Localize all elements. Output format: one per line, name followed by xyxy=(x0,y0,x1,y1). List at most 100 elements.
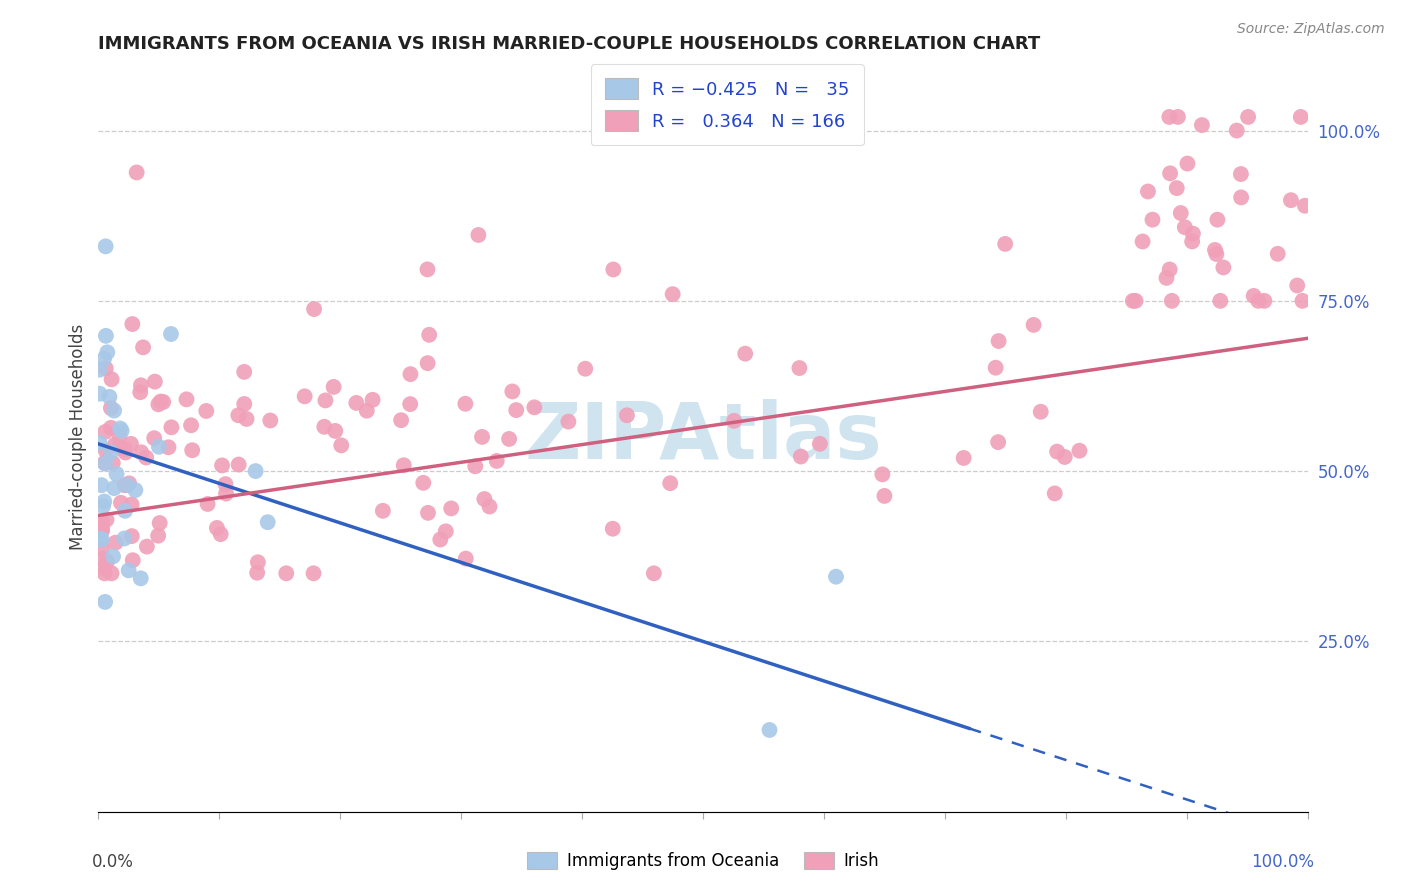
Point xyxy=(91,524,114,538)
Point xyxy=(114,478,136,492)
Point xyxy=(135,450,157,465)
Point xyxy=(873,489,896,503)
Point xyxy=(96,555,118,569)
Point xyxy=(987,334,1010,348)
Point xyxy=(1136,185,1159,199)
Point xyxy=(256,515,278,529)
Point xyxy=(825,570,848,584)
Point xyxy=(90,533,112,547)
Point xyxy=(149,516,172,530)
Point xyxy=(93,566,115,581)
Point xyxy=(91,542,114,557)
Point xyxy=(1181,227,1204,241)
Point xyxy=(94,595,117,609)
Point xyxy=(181,443,204,458)
Point xyxy=(114,442,136,456)
Point xyxy=(872,467,894,482)
Point xyxy=(104,438,127,452)
Point xyxy=(118,476,141,491)
Point xyxy=(1205,247,1227,261)
Point xyxy=(1159,166,1181,180)
Point xyxy=(132,340,155,354)
Point xyxy=(146,529,169,543)
Point xyxy=(94,443,117,458)
Point xyxy=(294,389,316,403)
Point xyxy=(135,540,157,554)
Point xyxy=(93,561,115,575)
Point xyxy=(121,529,143,543)
Point xyxy=(91,521,114,535)
Point xyxy=(94,329,117,343)
Point xyxy=(574,361,596,376)
Text: 100.0%: 100.0% xyxy=(1250,853,1313,871)
Point xyxy=(1170,206,1192,220)
Point xyxy=(1291,293,1313,308)
Point xyxy=(485,454,508,468)
Point xyxy=(94,425,117,439)
Point xyxy=(108,421,131,435)
Point xyxy=(101,549,124,564)
Point xyxy=(111,424,134,438)
Point xyxy=(994,236,1017,251)
Point xyxy=(1069,443,1091,458)
Point xyxy=(467,227,489,242)
Point xyxy=(1237,110,1260,124)
Point xyxy=(1174,220,1197,235)
Point xyxy=(302,566,325,581)
Point xyxy=(440,501,463,516)
Point xyxy=(454,551,477,566)
Point xyxy=(100,421,122,435)
Point xyxy=(259,413,281,427)
Point xyxy=(734,346,756,360)
Point xyxy=(1206,212,1229,227)
Point xyxy=(94,239,117,253)
Point xyxy=(1204,243,1226,257)
Point xyxy=(89,386,111,401)
Legend: Immigrants from Oceania, Irish: Immigrants from Oceania, Irish xyxy=(520,845,886,877)
Point xyxy=(361,392,384,407)
Point xyxy=(209,527,232,541)
Point xyxy=(100,566,122,581)
Point xyxy=(952,450,974,465)
Point xyxy=(314,419,336,434)
Point xyxy=(1166,181,1188,195)
Point xyxy=(659,476,682,491)
Point xyxy=(399,367,422,381)
Point xyxy=(129,378,152,392)
Point xyxy=(100,445,122,459)
Point xyxy=(1043,486,1066,500)
Point xyxy=(416,506,439,520)
Point xyxy=(214,477,236,491)
Point xyxy=(501,384,523,399)
Point xyxy=(91,552,114,566)
Point xyxy=(1159,110,1181,124)
Point xyxy=(1022,318,1045,332)
Point xyxy=(90,533,112,547)
Point xyxy=(1046,444,1069,458)
Point xyxy=(434,524,457,539)
Point xyxy=(121,553,143,567)
Legend: R = −0.425   N =   35, R =   0.364   N = 166: R = −0.425 N = 35, R = 0.364 N = 166 xyxy=(591,64,863,145)
Point xyxy=(215,486,238,500)
Point xyxy=(984,360,1007,375)
Point xyxy=(100,372,122,386)
Point xyxy=(149,394,172,409)
Point xyxy=(987,435,1010,450)
Point xyxy=(110,496,132,510)
Point xyxy=(105,467,128,481)
Point xyxy=(557,415,579,429)
Point xyxy=(180,418,202,433)
Point xyxy=(323,424,346,438)
Point xyxy=(94,361,117,376)
Point xyxy=(498,432,520,446)
Text: Source: ZipAtlas.com: Source: ZipAtlas.com xyxy=(1237,22,1385,37)
Point xyxy=(117,478,139,492)
Point xyxy=(195,404,218,418)
Point xyxy=(1181,235,1204,249)
Point xyxy=(1230,167,1253,181)
Point xyxy=(89,362,111,376)
Point xyxy=(112,532,135,546)
Point xyxy=(148,397,170,411)
Point xyxy=(643,566,665,581)
Point xyxy=(228,409,250,423)
